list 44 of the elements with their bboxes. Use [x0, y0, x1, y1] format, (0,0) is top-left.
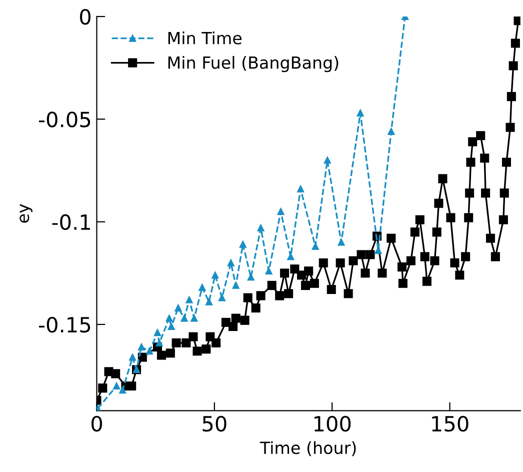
point	[113, 382, 120, 390]
y-tick-label: -0.15	[39, 316, 90, 333]
point	[198, 284, 206, 291]
point	[239, 240, 246, 248]
x-tick-label: 0	[92, 416, 102, 432]
point	[218, 294, 226, 302]
point	[297, 185, 304, 192]
point	[190, 314, 198, 322]
point	[119, 386, 126, 394]
point	[324, 156, 331, 164]
point	[156, 339, 163, 346]
point	[186, 296, 193, 304]
point	[180, 314, 188, 322]
legend-label: Min Time	[168, 32, 242, 44]
point	[174, 304, 182, 312]
y-tick-label: 0	[80, 8, 91, 25]
y-tick-label: -0.1	[52, 214, 90, 230]
point	[154, 329, 161, 336]
point	[212, 272, 219, 279]
point	[166, 314, 173, 322]
point	[257, 224, 264, 232]
point	[356, 110, 364, 116]
y-tick-label: -0.05	[39, 112, 90, 128]
point	[138, 344, 145, 350]
point	[232, 282, 240, 289]
y-axis-title: ey	[20, 204, 32, 223]
point	[168, 323, 175, 330]
point	[388, 128, 395, 135]
point	[287, 253, 294, 260]
point	[265, 268, 272, 275]
x-tick-label: 50	[202, 416, 226, 432]
point	[129, 354, 136, 361]
x-tick-label: 150	[432, 416, 468, 432]
x-axis-title: Time (hour)	[260, 441, 356, 456]
point	[146, 348, 153, 355]
point	[247, 274, 254, 281]
point	[277, 208, 284, 215]
point	[338, 238, 345, 246]
point	[374, 247, 382, 254]
legend-label: Min Fuel (BangBang)	[168, 56, 338, 72]
point	[227, 259, 234, 266]
point	[312, 242, 319, 250]
point	[206, 298, 212, 306]
x-tick-label: 100	[314, 416, 351, 432]
